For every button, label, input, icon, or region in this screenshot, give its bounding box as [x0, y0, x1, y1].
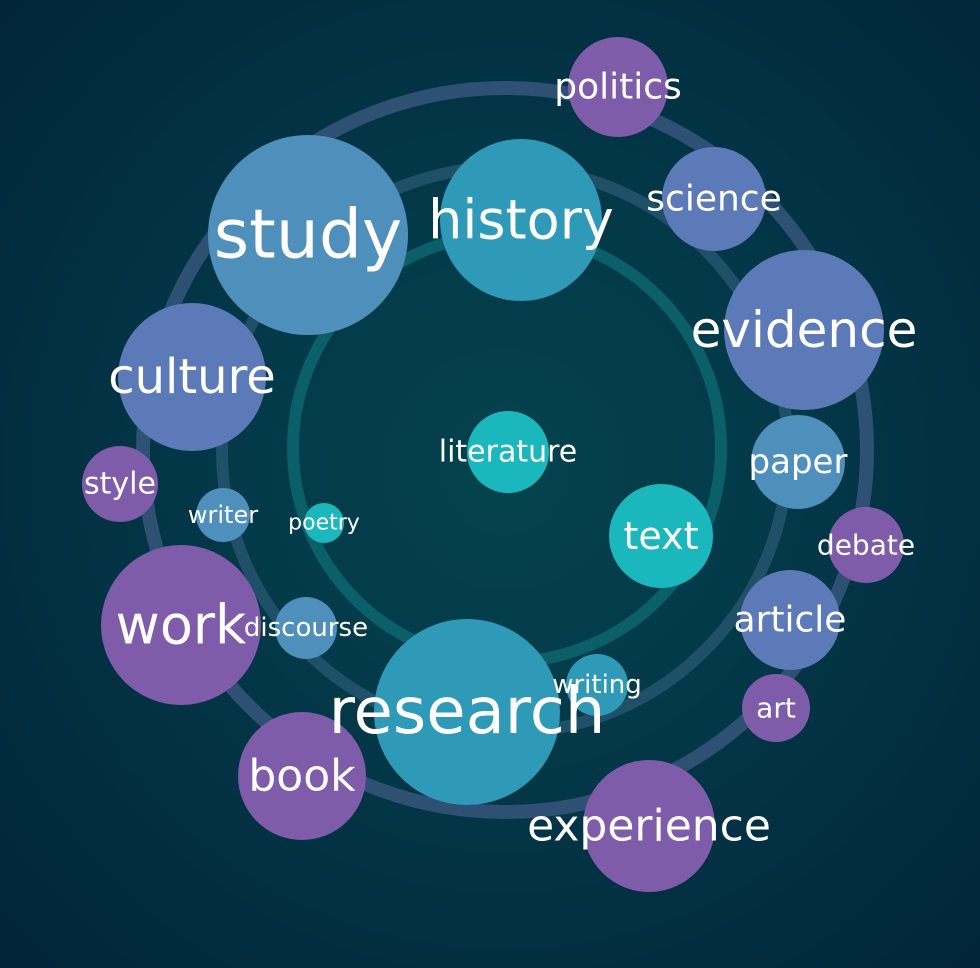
label-evidence: evidence: [691, 301, 918, 359]
bubble-culture: [118, 303, 266, 451]
label-art: art: [756, 692, 796, 725]
label-research: research: [329, 675, 606, 749]
bubble-debate: [828, 507, 904, 583]
word-bubbles: politics study history science evidence cultu…: [82, 37, 917, 892]
label-study: study: [214, 196, 403, 275]
label-text: text: [624, 514, 699, 558]
bubble-style: [82, 446, 158, 522]
label-science: science: [646, 179, 781, 220]
label-paper: paper: [749, 442, 848, 482]
label-history: history: [428, 189, 614, 252]
label-writing: writing: [552, 670, 642, 700]
bubble-poetry: [304, 503, 344, 543]
bubble-book: [238, 712, 366, 840]
label-debate: debate: [817, 529, 915, 562]
bubble-study: [208, 135, 408, 335]
label-discourse: discourse: [244, 613, 368, 643]
bubble-work: [101, 545, 261, 705]
label-writer: writer: [188, 501, 258, 529]
bubble-writer: [196, 488, 250, 542]
label-politics: politics: [554, 67, 682, 108]
label-article: article: [734, 600, 847, 641]
label-literature: literature: [439, 435, 578, 470]
label-poetry: poetry: [288, 511, 360, 536]
label-work: work: [116, 594, 247, 657]
outer-ring: [136, 81, 874, 819]
label-style: style: [84, 467, 156, 502]
label-experience: experience: [527, 801, 771, 852]
label-culture: culture: [108, 349, 276, 405]
bubble-writing: [566, 654, 628, 716]
bubble-science: [662, 147, 766, 251]
label-book: book: [248, 751, 356, 802]
bubble-research: [374, 619, 560, 805]
bubble-article: [740, 570, 840, 670]
bubble-evidence: [724, 250, 884, 410]
bubble-literature: [467, 411, 549, 493]
bubble-art: [742, 674, 810, 742]
bubble-text: [609, 484, 713, 588]
bubble-history: [440, 139, 602, 301]
bubble-politics: [568, 37, 668, 137]
bubble-paper: [751, 415, 845, 509]
bubble-experience: [583, 760, 715, 892]
bubble-discourse: [275, 597, 337, 659]
